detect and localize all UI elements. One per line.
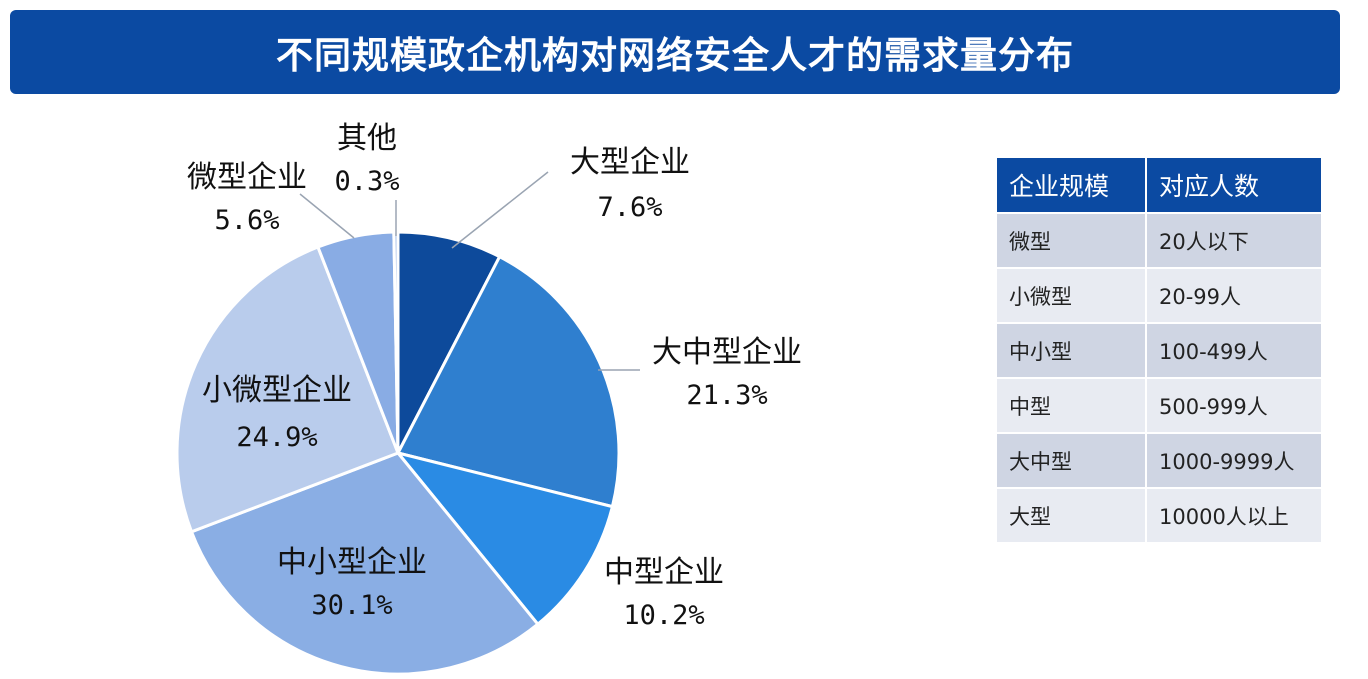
table-row: 中小型 100-499人 xyxy=(997,322,1321,378)
scale-table: 企业规模 对应人数 微型 20人以下 小微型 20-99人 中小型 100-49… xyxy=(997,158,1321,542)
slice-value-label: 21.3% xyxy=(686,380,767,411)
pie-slices xyxy=(175,230,621,676)
table-cell: 大型 xyxy=(997,487,1147,542)
slice-label: 中小型企业 xyxy=(277,545,427,580)
slice-value-label: 0.3% xyxy=(334,166,399,197)
pie-slice xyxy=(393,450,615,627)
table-cell: 微型 xyxy=(997,212,1147,268)
table-cell: 100-499人 xyxy=(1146,322,1321,378)
table-cell: 500-999人 xyxy=(1146,377,1321,433)
table-cell: 20-99人 xyxy=(1146,267,1321,323)
table-cell: 1000-9999人 xyxy=(1146,432,1321,488)
table-cell: 10000人以上 xyxy=(1146,487,1321,542)
leader-lines xyxy=(299,171,640,371)
pie-slice xyxy=(396,230,502,454)
slice-label: 大中型企业 xyxy=(652,335,802,370)
slice-value-label: 30.1% xyxy=(311,590,392,621)
slice-label: 大型企业 xyxy=(570,145,690,180)
table-row: 微型 20人以下 xyxy=(997,212,1321,268)
leader-line xyxy=(299,193,355,239)
table-cell: 中小型 xyxy=(997,322,1147,378)
slice-value-label: 24.9% xyxy=(236,422,317,453)
title-bar: 不同规模政企机构对网络安全人才的需求量分布 xyxy=(10,10,1340,94)
slice-label: 小微型企业 xyxy=(202,373,352,408)
table-header-row: 企业规模 对应人数 xyxy=(997,158,1321,213)
slice-value-label: 10.2% xyxy=(623,600,704,631)
table-row: 大中型 1000-9999人 xyxy=(997,432,1321,488)
table-row: 小微型 20-99人 xyxy=(997,267,1321,323)
table-cell: 中型 xyxy=(997,377,1147,433)
chart-title: 不同规模政企机构对网络安全人才的需求量分布 xyxy=(276,34,1074,77)
slice-value-label: 7.6% xyxy=(597,192,662,223)
table-header: 企业规模 xyxy=(997,158,1147,213)
leader-line xyxy=(451,171,549,249)
table-header: 对应人数 xyxy=(1146,158,1321,213)
table-row: 中型 500-999人 xyxy=(997,377,1321,433)
pie-slice xyxy=(175,245,400,534)
table-row: 大型 10000人以上 xyxy=(997,487,1321,542)
pie-slice xyxy=(395,254,621,509)
slice-label: 中型企业 xyxy=(604,555,724,590)
slice-label: 微型企业 xyxy=(187,160,307,195)
slice-labels: 大型企业 7.6% 大中型企业 21.3% 中型企业 10.2% 中小型企业 30.1% 小微型… xyxy=(187,121,802,631)
table-cell: 20人以下 xyxy=(1146,212,1321,268)
slice-value-label: 5.6% xyxy=(214,205,279,236)
table-cell: 大中型 xyxy=(997,432,1147,488)
slice-label: 其他 xyxy=(337,121,397,156)
table-cell: 小微型 xyxy=(997,267,1147,323)
pie-slice xyxy=(189,451,540,676)
